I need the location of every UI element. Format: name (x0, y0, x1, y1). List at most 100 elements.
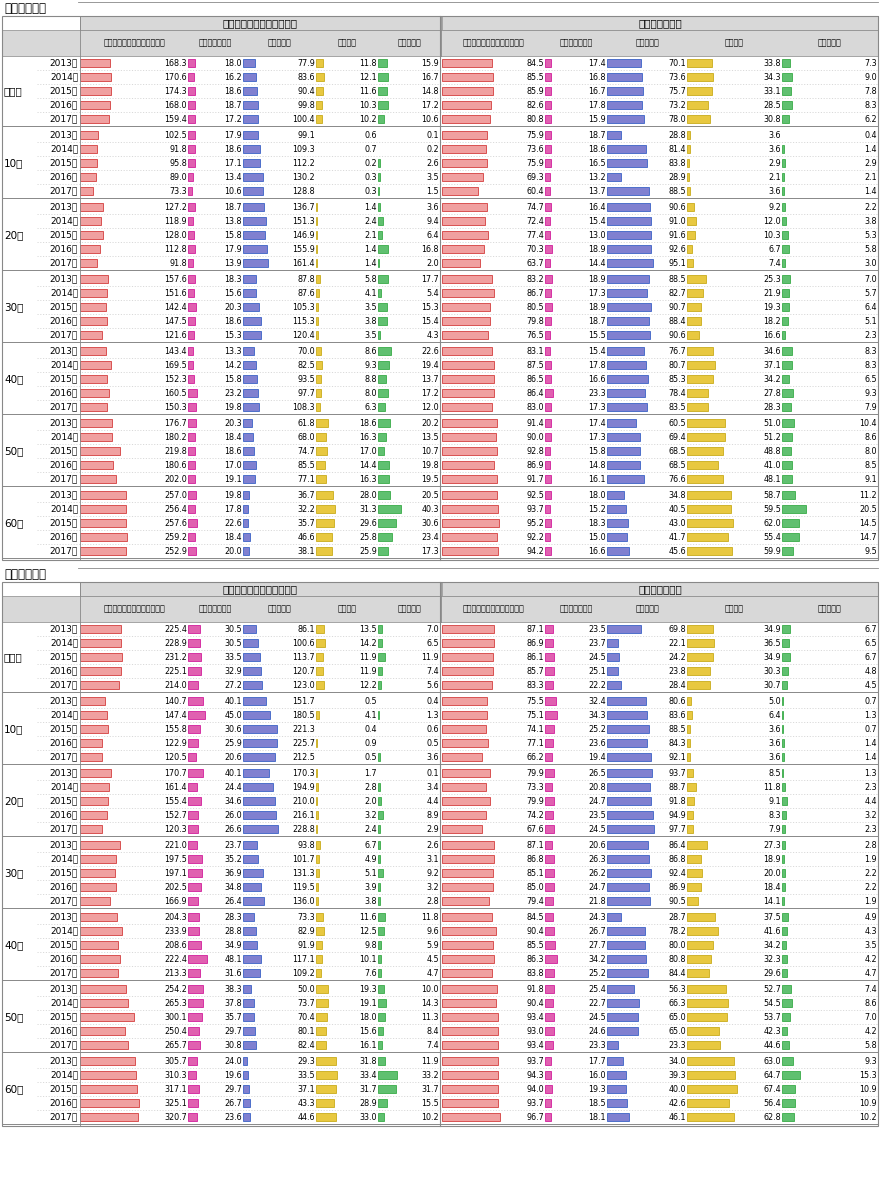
Bar (316, 654, 323, 661)
Text: 37.1: 37.1 (297, 1084, 315, 1094)
Text: 37.8: 37.8 (224, 999, 242, 1007)
Bar (188, 1071, 195, 1078)
Bar (188, 826, 198, 833)
Bar (545, 534, 550, 541)
Text: 157.6: 157.6 (165, 274, 187, 284)
Text: 5.8: 5.8 (864, 1041, 877, 1049)
Text: 225.4: 225.4 (165, 625, 187, 633)
Bar (80, 725, 108, 733)
Text: 22.6: 22.6 (224, 518, 242, 528)
Text: 5.6: 5.6 (427, 680, 439, 690)
Bar (607, 173, 621, 180)
Bar (607, 447, 640, 454)
Text: 79.8: 79.8 (526, 316, 544, 326)
Bar (442, 188, 478, 195)
Text: 2017年: 2017年 (50, 114, 78, 124)
Text: 2017年: 2017年 (50, 680, 78, 690)
Text: 90.4: 90.4 (526, 999, 544, 1007)
Text: 85.7: 85.7 (526, 666, 544, 676)
Text: 11.9: 11.9 (359, 666, 377, 676)
Text: 166.9: 166.9 (165, 897, 187, 905)
Bar (782, 534, 799, 541)
Bar (442, 769, 490, 776)
Text: 2.2: 2.2 (864, 202, 877, 212)
Text: 23.5: 23.5 (588, 810, 606, 820)
Text: 18.9: 18.9 (589, 274, 606, 284)
Text: 27.2: 27.2 (224, 680, 242, 690)
Bar (316, 115, 322, 123)
Bar (607, 639, 618, 647)
Text: 256.4: 256.4 (165, 505, 187, 513)
Bar (80, 231, 103, 239)
Bar (80, 188, 93, 195)
Bar (316, 534, 332, 541)
Bar (545, 173, 550, 180)
Bar (442, 697, 488, 704)
Text: 5.0: 5.0 (768, 696, 781, 706)
Bar (316, 1085, 335, 1093)
Text: 150.3: 150.3 (165, 403, 187, 411)
Text: 2016年: 2016年 (50, 954, 78, 964)
Bar (442, 303, 490, 310)
Text: 19.8: 19.8 (224, 490, 242, 500)
Text: 219.8: 219.8 (165, 446, 187, 456)
Bar (316, 434, 326, 441)
Text: 101.7: 101.7 (292, 855, 315, 863)
Bar (607, 101, 642, 108)
Bar (378, 73, 388, 81)
Text: 15.9: 15.9 (422, 59, 439, 67)
Text: 11.3: 11.3 (422, 1012, 439, 1022)
Bar (607, 869, 651, 876)
Text: 109.2: 109.2 (292, 969, 315, 977)
Text: 13.7: 13.7 (422, 375, 439, 383)
Bar (188, 682, 199, 689)
Text: 19.8: 19.8 (224, 403, 242, 411)
Bar (442, 1100, 498, 1107)
Bar (782, 275, 790, 282)
Bar (782, 434, 792, 441)
Bar (378, 1071, 397, 1078)
Text: 22.1: 22.1 (668, 638, 686, 648)
Bar (607, 519, 627, 526)
Text: 34.2: 34.2 (763, 375, 781, 383)
Text: 170.7: 170.7 (165, 768, 187, 778)
Text: 54.5: 54.5 (763, 999, 781, 1007)
Text: 2014年: 2014年 (50, 999, 78, 1007)
Text: 93.4: 93.4 (526, 1041, 544, 1049)
Bar (188, 784, 197, 791)
Text: 15.3: 15.3 (422, 303, 439, 311)
Bar (782, 826, 785, 833)
Text: 99.8: 99.8 (297, 101, 315, 109)
Text: 112.8: 112.8 (165, 244, 187, 254)
Text: 3.8: 3.8 (364, 316, 377, 326)
Text: 94.0: 94.0 (526, 1084, 544, 1094)
Bar (442, 73, 493, 81)
Text: 24.4: 24.4 (224, 783, 242, 791)
Text: 121.6: 121.6 (165, 331, 187, 339)
Text: 14.7: 14.7 (860, 532, 877, 541)
Text: 17.3: 17.3 (589, 403, 606, 411)
Text: 50代: 50代 (4, 1012, 24, 1022)
Bar (378, 1013, 385, 1020)
Bar (80, 1071, 136, 1078)
Bar (378, 999, 386, 1006)
Text: 73.3: 73.3 (297, 912, 315, 922)
Text: 26.0: 26.0 (224, 810, 242, 820)
Text: 30.7: 30.7 (763, 680, 781, 690)
Text: 2015年: 2015年 (50, 159, 78, 167)
Bar (442, 145, 486, 153)
Text: 全年代: 全年代 (4, 651, 23, 662)
Bar (782, 447, 791, 454)
Text: 65.0: 65.0 (669, 1027, 686, 1035)
Text: 2013年: 2013年 (50, 984, 78, 994)
Text: テレビ（録画）: テレビ（録画） (199, 605, 232, 613)
Text: 3.5: 3.5 (864, 940, 877, 950)
Bar (442, 1058, 498, 1065)
Text: 「平日１日」: 「平日１日」 (4, 2, 46, 16)
Bar (243, 245, 267, 252)
Bar (378, 856, 380, 863)
Bar (687, 375, 713, 382)
Text: 68.5: 68.5 (669, 446, 686, 456)
Text: 23.3: 23.3 (589, 388, 606, 398)
Text: 新聞閲読: 新聞閲読 (338, 605, 356, 613)
